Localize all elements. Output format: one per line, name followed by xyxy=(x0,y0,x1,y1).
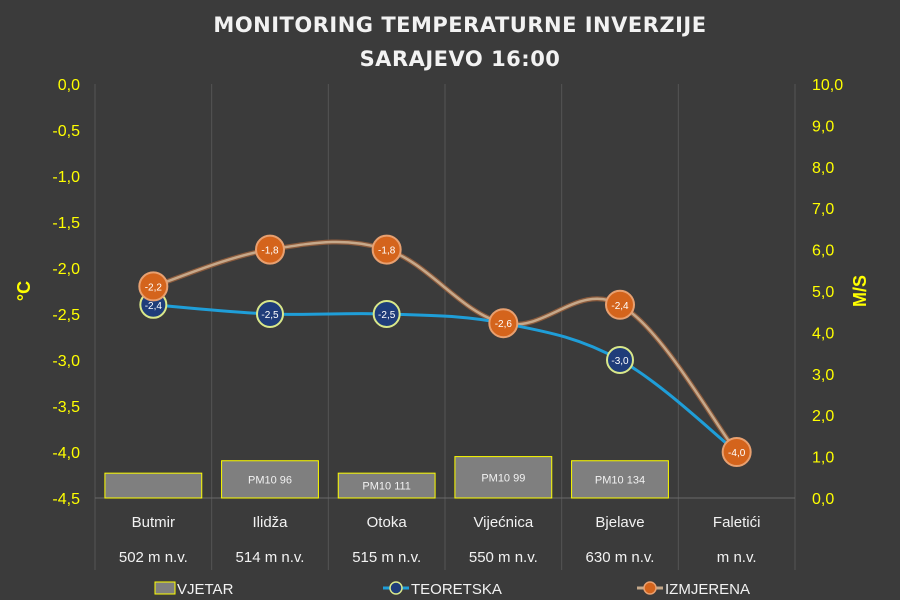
category-label: Ilidža xyxy=(252,514,288,531)
left-tick-label: -2,5 xyxy=(52,307,80,324)
right-tick-label: 8,0 xyxy=(812,160,834,177)
altitude-label: 550 m n.v. xyxy=(469,549,538,566)
point-teoretska xyxy=(606,346,634,374)
point-teoretska xyxy=(372,300,401,328)
point-teoretska xyxy=(256,300,284,328)
legend-label-teoretska: TEORETSKA xyxy=(411,581,502,598)
right-tick-label: 4,0 xyxy=(812,325,834,342)
point-label-izmjerena: -4,0 xyxy=(728,448,746,459)
wind-bar xyxy=(104,472,203,499)
right-tick-label: 2,0 xyxy=(812,408,834,425)
wind-bar-label: PM10 99 xyxy=(481,472,525,484)
left-tick-label: -0,5 xyxy=(52,123,80,140)
legend-swatch-vjetar xyxy=(154,581,176,595)
point-label-izmjerena: -1,8 xyxy=(378,246,396,257)
right-tick-label: 1,0 xyxy=(812,450,834,467)
right-tick-label: 7,0 xyxy=(812,201,834,218)
left-tick-label: -4,5 xyxy=(52,491,80,508)
left-tick-label: -3,5 xyxy=(52,399,80,416)
left-axis-title: °C xyxy=(14,281,34,301)
point-izmjerena xyxy=(138,271,169,302)
chart-title-line-1: MONITORING TEMPERATURNE INVERZIJE xyxy=(213,13,706,37)
right-tick-label: 10,0 xyxy=(812,77,843,94)
left-tick-label: -1,0 xyxy=(52,169,80,186)
point-label-izmjerena: -2,6 xyxy=(495,319,513,330)
wind-bar-label: PM10 134 xyxy=(595,474,645,486)
right-tick-label: 5,0 xyxy=(812,284,834,301)
point-izmjerena xyxy=(605,289,635,320)
point-label-izmjerena: -1,8 xyxy=(261,246,279,257)
right-tick-label: 6,0 xyxy=(812,243,834,260)
right-axis-title: M/S xyxy=(850,275,870,307)
altitude-label: 630 m n.v. xyxy=(586,549,655,566)
point-label-teoretska: -3,0 xyxy=(611,356,629,367)
point-label-teoretska: -2,5 xyxy=(378,310,396,321)
point-izmjerena xyxy=(371,234,402,265)
category-label: Faletići xyxy=(713,514,761,531)
legend-label-izmjerena: IZMJERENA xyxy=(665,581,750,598)
wind-bar xyxy=(337,472,436,499)
wind-bar xyxy=(221,460,319,499)
altitude-label: 515 m n.v. xyxy=(352,549,421,566)
point-label-teoretska: -2,5 xyxy=(261,310,279,321)
right-tick-label: 0,0 xyxy=(812,491,834,508)
left-tick-label: -1,5 xyxy=(52,215,80,232)
wind-bar xyxy=(454,456,553,499)
point-izmjerena xyxy=(721,437,752,467)
right-tick-label: 3,0 xyxy=(812,367,834,384)
point-label-izmjerena: -2,2 xyxy=(145,282,163,293)
point-label-izmjerena: -2,4 xyxy=(611,301,629,312)
legend-marker-izmjerena xyxy=(643,581,657,595)
right-tick-label: 9,0 xyxy=(812,118,834,135)
chart-title-line-2: SARAJEVO 16:00 xyxy=(360,47,561,71)
point-izmjerena xyxy=(255,234,285,265)
altitude-label: 514 m n.v. xyxy=(236,549,305,566)
legend-marker-teoretska xyxy=(389,581,403,595)
wind-bar xyxy=(571,460,669,499)
legend-label-vjetar: VJETAR xyxy=(177,581,234,598)
wind-bar-label: PM10 111 xyxy=(362,481,411,493)
category-label: Vijećnica xyxy=(473,514,533,531)
category-label: Otoka xyxy=(367,514,408,531)
category-label: Bjelave xyxy=(595,514,644,531)
wind-bar-label: PM10 96 xyxy=(248,474,292,486)
left-tick-label: -2,0 xyxy=(52,261,80,278)
category-label: Butmir xyxy=(132,514,175,531)
left-tick-label: -4,0 xyxy=(52,445,80,462)
point-label-teoretska: -2,4 xyxy=(145,301,163,312)
altitude-label: 502 m n.v. xyxy=(119,549,188,566)
altitude-label: m n.v. xyxy=(717,549,757,566)
point-izmjerena xyxy=(488,308,519,339)
left-tick-label: 0,0 xyxy=(58,77,80,94)
left-tick-label: -3,0 xyxy=(52,353,80,370)
